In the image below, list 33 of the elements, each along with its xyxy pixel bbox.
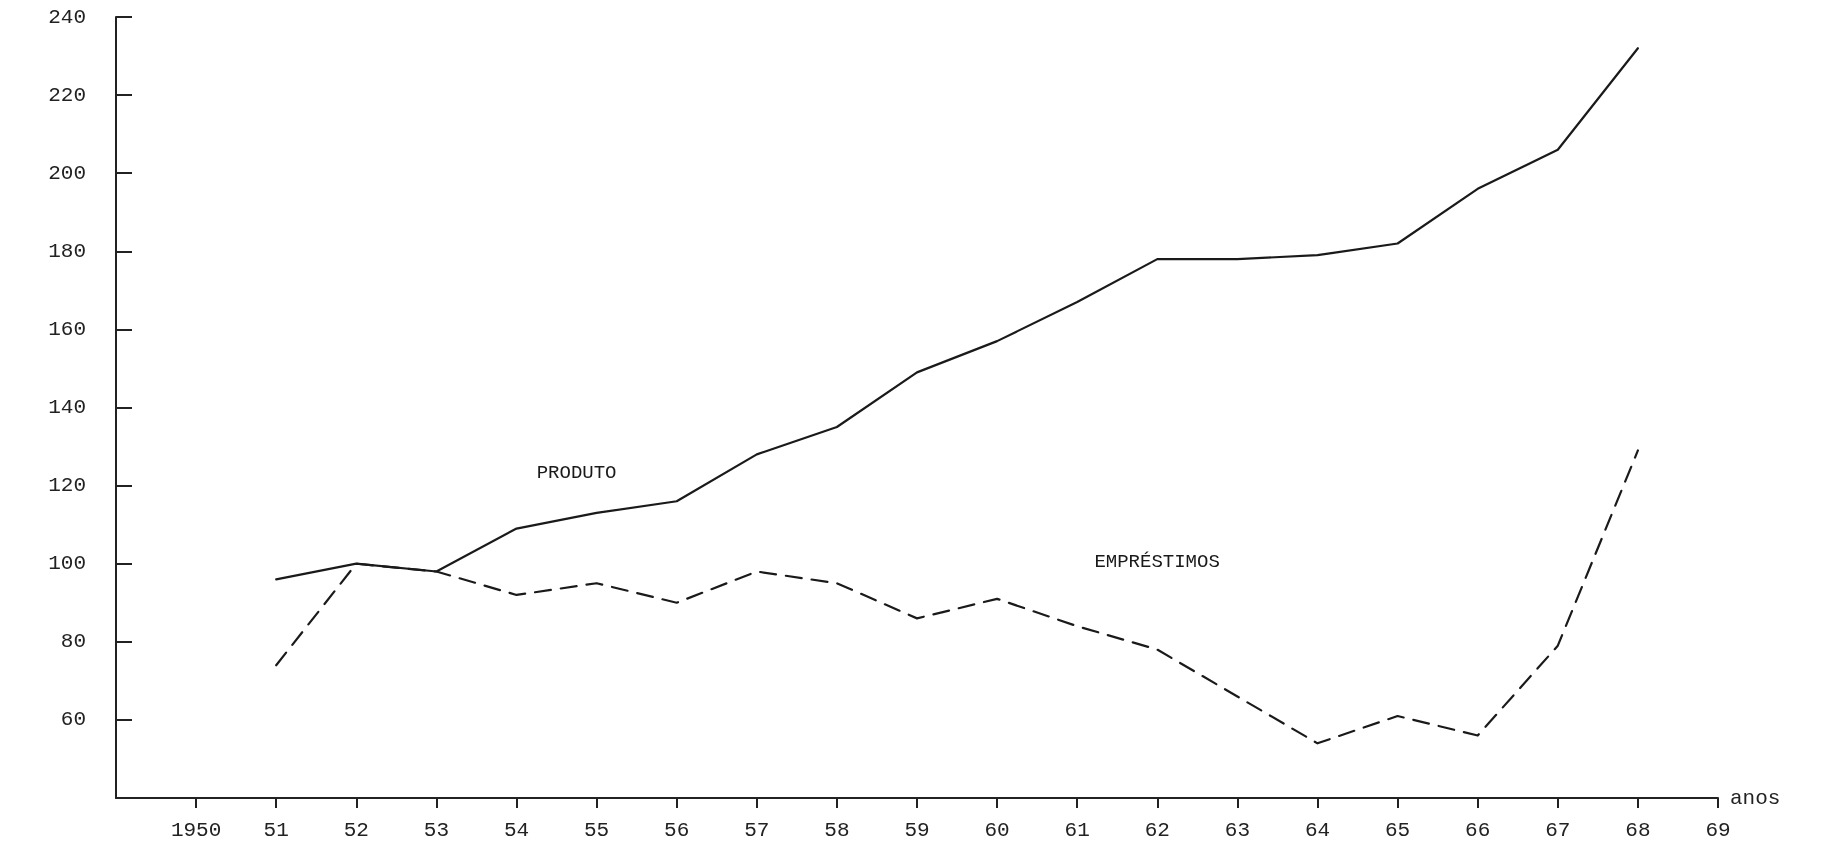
x-tick-label: 61 bbox=[1064, 819, 1090, 842]
x-tick-label: 51 bbox=[263, 819, 289, 842]
y-tick-label: 240 bbox=[48, 5, 86, 29]
y-tick-label: 200 bbox=[48, 161, 86, 185]
x-tick-label: 55 bbox=[583, 819, 610, 842]
y-tick-label: 140 bbox=[48, 396, 86, 419]
series-label: PRODUTO bbox=[536, 461, 617, 484]
x-tick-label: 52 bbox=[343, 819, 369, 842]
x-axis-title: anos bbox=[1730, 786, 1781, 810]
y-tick-label: 100 bbox=[48, 552, 86, 576]
x-tick-label: 67 bbox=[1545, 819, 1571, 842]
x-tick-label: 63 bbox=[1224, 819, 1251, 842]
text: EMPRÉSTIMOS bbox=[1094, 550, 1220, 573]
x-tick-label: 62 bbox=[1144, 819, 1170, 842]
y-tick-label: 120 bbox=[48, 474, 86, 498]
y-tick-label: 80 bbox=[60, 630, 86, 654]
x-tick-label: 54 bbox=[503, 819, 530, 842]
x-tick-label: 65 bbox=[1384, 819, 1411, 842]
x-tick-label: 60 bbox=[984, 819, 1010, 842]
x-tick-label: 66 bbox=[1465, 819, 1491, 842]
x-tick-label: 57 bbox=[744, 819, 770, 842]
x-tick-label: 59 bbox=[904, 819, 930, 842]
y-tick-label: 180 bbox=[48, 239, 86, 263]
x-tick-label: 1950 bbox=[170, 819, 222, 842]
y-tick-label: 220 bbox=[48, 83, 86, 107]
y-tick-label: 60 bbox=[60, 708, 86, 732]
x-tick-label: 64 bbox=[1304, 819, 1331, 842]
x-tick-label: 53 bbox=[423, 819, 450, 842]
x-tick-label: 69 bbox=[1705, 819, 1731, 842]
y-tick-label: 160 bbox=[48, 317, 86, 341]
x-tick-label: 68 bbox=[1625, 819, 1651, 842]
x-tick-label: 56 bbox=[664, 819, 690, 842]
x-tick-label: 58 bbox=[824, 819, 850, 842]
